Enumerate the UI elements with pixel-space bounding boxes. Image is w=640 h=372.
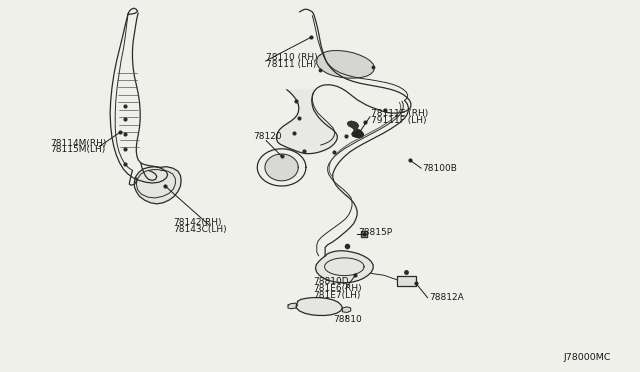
Polygon shape	[352, 129, 364, 138]
Text: 78114M(RH): 78114M(RH)	[50, 139, 106, 148]
Text: 78142(RH): 78142(RH)	[173, 218, 221, 227]
Text: 78100B: 78100B	[422, 164, 457, 173]
Polygon shape	[134, 167, 181, 204]
Text: 78111 (LH): 78111 (LH)	[266, 60, 316, 69]
Text: 78115M(LH): 78115M(LH)	[50, 145, 105, 154]
Text: 78810D: 78810D	[314, 278, 349, 286]
Text: 78111E (RH): 78111E (RH)	[371, 109, 428, 118]
Text: 79111F (LH): 79111F (LH)	[371, 116, 427, 125]
Polygon shape	[348, 121, 358, 131]
Polygon shape	[317, 51, 374, 78]
Polygon shape	[265, 154, 298, 181]
Polygon shape	[342, 307, 351, 312]
Text: 78815P: 78815P	[358, 228, 392, 237]
Text: 78110 (RH): 78110 (RH)	[266, 53, 317, 62]
Text: 78143C(LH): 78143C(LH)	[173, 225, 227, 234]
Text: 78810: 78810	[333, 315, 362, 324]
Text: 781E6(RH): 781E6(RH)	[314, 284, 362, 293]
Polygon shape	[296, 298, 342, 315]
Polygon shape	[288, 303, 298, 309]
Text: J78000MC: J78000MC	[563, 353, 611, 362]
Text: 78120: 78120	[253, 132, 282, 141]
Polygon shape	[276, 90, 337, 154]
Polygon shape	[316, 251, 373, 283]
Text: 781E7(LH): 781E7(LH)	[314, 291, 361, 300]
Polygon shape	[397, 276, 416, 286]
Text: 78812A: 78812A	[429, 293, 463, 302]
